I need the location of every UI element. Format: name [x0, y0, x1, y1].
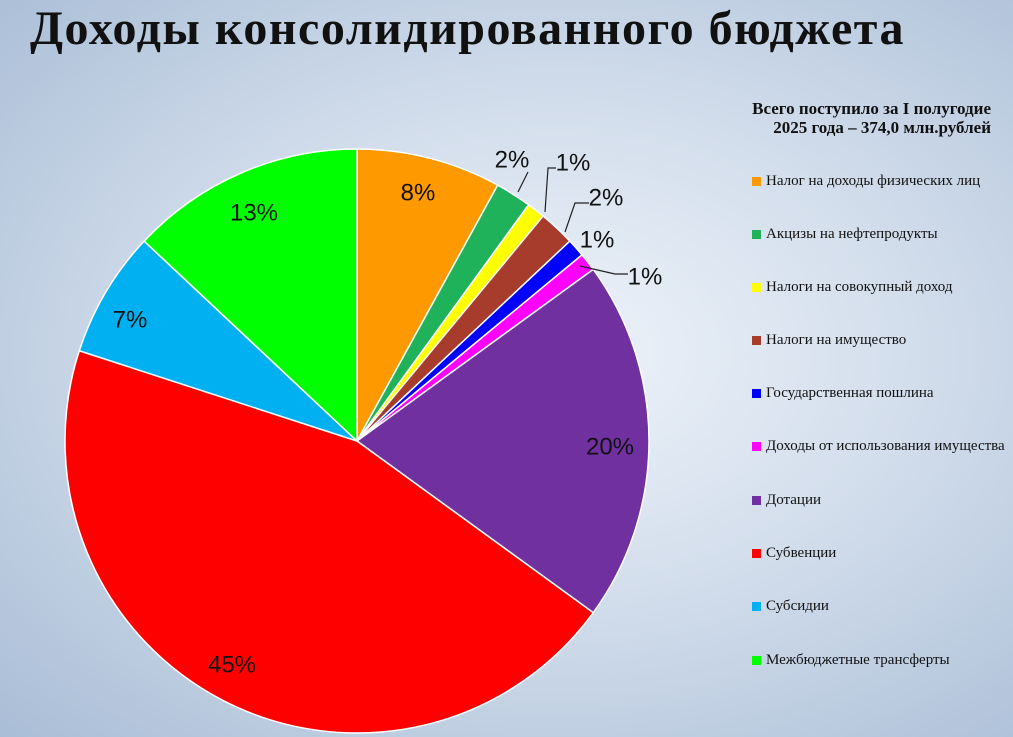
pie-data-label-3: 1% [556, 150, 591, 177]
legend-label: Субсидии [766, 598, 829, 614]
pie-data-label-9: 7% [113, 307, 148, 334]
legend-item-1: Налог на доходы физических лиц [752, 172, 1010, 191]
pie-data-label-7: 20% [586, 434, 634, 461]
pie-data-label-6: 1% [628, 264, 663, 291]
pie-slice-10 [143, 148, 358, 443]
legend-item-7: Дотации [752, 491, 1010, 510]
pie-leader-line-2 [517, 171, 529, 193]
legend-label: Межбюджетные трансферты [766, 652, 950, 668]
legend-item-8: Субвенции [752, 544, 1010, 563]
legend-item-6: Доходы от использования имущества [752, 437, 1010, 456]
legend-label: Налог на доходы физических лиц [766, 173, 981, 189]
pie-slice-1 [356, 148, 499, 442]
legend-item-3: Налоги на совокупный доход [752, 278, 1010, 297]
legend-swatch [752, 177, 761, 186]
legend-swatch [752, 442, 761, 451]
pie-data-label-2: 2% [495, 147, 530, 174]
page-title: Доходы консолидированного бюджета [30, 2, 905, 55]
legend-swatch [752, 336, 761, 345]
legend-label: Дотации [766, 492, 822, 508]
legend-swatch [752, 549, 761, 558]
pie-slice-8 [64, 349, 595, 734]
pie-leader-line-4 [564, 202, 589, 233]
legend-item-10: Межбюджетные трансферты [752, 651, 1010, 670]
pie-data-label-10: 13% [230, 200, 278, 227]
legend-label: Акцизы на нефтепродукты [766, 226, 938, 242]
legend-label: Налоги на совокупный доход [766, 279, 953, 295]
chart-subtitle: Всего поступило за I полугодие 2025 года… [671, 99, 991, 137]
pie-slice-7 [355, 268, 650, 614]
chart-subtitle-line-1: Всего поступило за I полугодие [752, 99, 991, 118]
chart-subtitle-line-2: 2025 года – 374,0 млн.рублей [773, 118, 991, 137]
pie-slice-9 [78, 240, 358, 442]
legend-swatch [752, 602, 761, 611]
pie-leader-line-6 [579, 265, 628, 275]
legend-item-5: Государственная пошлина [752, 384, 1010, 403]
legend-item-2: Акцизы на нефтепродукты [752, 225, 1010, 244]
pie-data-label-5: 1% [580, 227, 615, 254]
legend-swatch [752, 230, 761, 239]
legend-label: Налоги на имущество [766, 332, 907, 348]
legend-label: Субвенции [766, 545, 837, 561]
legend-item-9: Субсидии [752, 597, 1010, 616]
legend-item-4: Налоги на имущество [752, 331, 1010, 350]
pie-data-label-8: 45% [208, 652, 256, 679]
pie-leader-line-3 [544, 167, 556, 213]
legend-swatch [752, 283, 761, 292]
legend-label: Государственная пошлина [766, 385, 934, 401]
legend-swatch [752, 656, 761, 665]
pie-data-label-1: 8% [401, 180, 436, 207]
legend-label: Доходы от использования имущества [766, 438, 1005, 454]
legend-swatch [752, 389, 761, 398]
legend-swatch [752, 496, 761, 505]
pie-data-label-4: 2% [589, 185, 624, 212]
